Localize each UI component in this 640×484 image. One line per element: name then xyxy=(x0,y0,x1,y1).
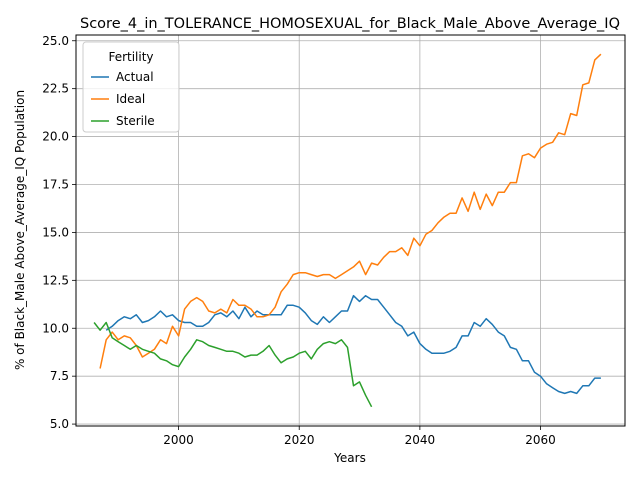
y-tick-label: 17.5 xyxy=(42,178,69,192)
legend-title: Fertility xyxy=(108,50,153,64)
y-tick-label: 25.0 xyxy=(42,34,69,48)
x-tick-label: 2060 xyxy=(525,433,556,447)
x-axis-ticks: 2000 2020 2040 2060 xyxy=(163,426,556,447)
grid xyxy=(76,35,625,426)
y-tick-label: 12.5 xyxy=(42,273,69,287)
y-tick-label: 22.5 xyxy=(42,82,69,96)
legend-box xyxy=(82,41,180,133)
y-tick-label: 20.0 xyxy=(42,130,69,144)
chart-title: Score_4_in_TOLERANCE_HOMOSEXUAL_for_Blac… xyxy=(80,16,620,32)
y-axis-label: % of Black_Male Above_Average_IQ Populat… xyxy=(13,90,27,370)
y-tick-label: 10.0 xyxy=(42,321,69,335)
y-tick-label: 7.5 xyxy=(50,369,69,383)
x-axis-label: Years xyxy=(333,451,366,465)
x-tick-label: 2040 xyxy=(405,433,436,447)
x-tick-label: 2020 xyxy=(284,433,315,447)
legend-entries: Actual Ideal Sterile xyxy=(91,70,155,128)
legend: Fertility Actual Ideal Sterile xyxy=(82,41,180,133)
x-tick-label: 2000 xyxy=(163,433,194,447)
series-line-actual xyxy=(105,294,601,395)
y-tick-label: 15.0 xyxy=(42,225,69,239)
legend-label-sterile: Sterile xyxy=(116,114,155,128)
legend-label-actual: Actual xyxy=(116,70,154,84)
series-lines xyxy=(93,53,602,408)
series-line-sterile xyxy=(93,321,373,408)
legend-label-ideal: Ideal xyxy=(116,92,145,106)
y-axis-ticks: 5.0 7.5 10.0 12.5 15.0 17.5 20.0 22.5 25.0 xyxy=(42,34,76,431)
y-tick-label: 5.0 xyxy=(50,417,69,431)
series-line-ideal xyxy=(99,53,602,369)
axes-frame xyxy=(75,34,626,427)
